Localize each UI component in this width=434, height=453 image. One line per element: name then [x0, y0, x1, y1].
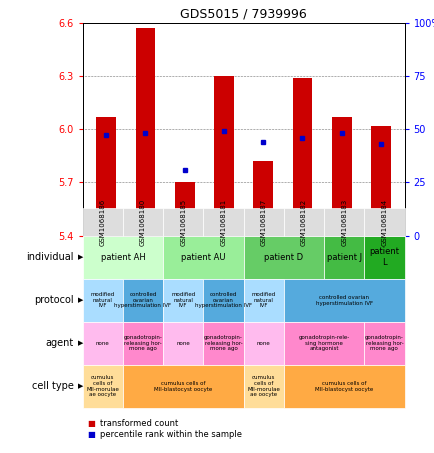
Text: GSM1068183: GSM1068183	[340, 198, 346, 246]
Text: none: none	[256, 341, 270, 346]
Text: transformed count: transformed count	[100, 419, 178, 428]
Bar	[243, 365, 283, 408]
Bar	[203, 208, 243, 236]
Text: modified
natural
IVF: modified natural IVF	[171, 292, 195, 308]
Bar	[163, 322, 203, 365]
Bar	[243, 208, 283, 236]
Text: ▶: ▶	[78, 254, 83, 260]
Bar	[243, 236, 323, 279]
Text: protocol: protocol	[34, 295, 74, 305]
Text: ▶: ▶	[78, 340, 83, 346]
Text: individual: individual	[26, 252, 74, 262]
Bar	[82, 236, 163, 279]
Text: patient D: patient D	[264, 253, 302, 261]
Text: controlled
ovarian
hyperstimulation IVF: controlled ovarian hyperstimulation IVF	[194, 292, 251, 308]
Bar	[96, 117, 116, 236]
Bar	[203, 279, 243, 322]
Bar	[174, 182, 194, 236]
Text: GSM1068187: GSM1068187	[260, 198, 266, 246]
Text: ▶: ▶	[78, 297, 83, 303]
Bar	[82, 322, 123, 365]
Bar	[214, 76, 233, 236]
Text: none: none	[95, 341, 109, 346]
Bar	[253, 161, 273, 236]
Bar	[283, 279, 404, 322]
Text: ■: ■	[87, 419, 95, 428]
Bar	[363, 322, 404, 365]
Text: GSM1068182: GSM1068182	[300, 198, 306, 246]
Bar	[323, 236, 364, 279]
Bar	[82, 208, 123, 236]
Text: modified
natural
IVF: modified natural IVF	[90, 292, 115, 308]
Text: GSM1068180: GSM1068180	[140, 198, 146, 246]
Text: GSM1068185: GSM1068185	[180, 198, 186, 246]
Text: percentile rank within the sample: percentile rank within the sample	[100, 430, 241, 439]
Text: agent: agent	[46, 338, 74, 348]
Bar	[331, 117, 351, 236]
Text: controlled
ovarian
hyperstimulation IVF: controlled ovarian hyperstimulation IVF	[114, 292, 171, 308]
Text: gonadotropin-
releasing hor-
mone ago: gonadotropin- releasing hor- mone ago	[123, 335, 162, 352]
Text: none: none	[176, 341, 190, 346]
Text: cell type: cell type	[32, 381, 74, 391]
Bar	[123, 208, 163, 236]
Bar	[203, 322, 243, 365]
Bar	[123, 322, 163, 365]
Bar	[82, 279, 123, 322]
Bar	[370, 125, 390, 236]
Text: ▶: ▶	[78, 383, 83, 389]
Text: cumulus
cells of
MII-morulae
ae oocyte: cumulus cells of MII-morulae ae oocyte	[86, 375, 119, 397]
Text: patient J: patient J	[326, 253, 361, 261]
Bar	[243, 279, 283, 322]
Text: gonadotropin-
releasing hor-
mone ago: gonadotropin- releasing hor- mone ago	[204, 335, 242, 352]
Text: patient AH: patient AH	[100, 253, 145, 261]
Bar	[243, 322, 283, 365]
Bar	[135, 28, 155, 236]
Bar	[123, 279, 163, 322]
Bar	[292, 77, 312, 236]
Text: GSM1068184: GSM1068184	[381, 198, 387, 246]
Text: GSM1068186: GSM1068186	[99, 198, 105, 246]
Text: gonadotropin-
releasing hor-
mone ago: gonadotropin- releasing hor- mone ago	[364, 335, 403, 352]
Text: cumulus cells of
MII-blastocyst oocyte: cumulus cells of MII-blastocyst oocyte	[154, 381, 212, 391]
Bar	[163, 236, 243, 279]
Bar	[82, 365, 123, 408]
Bar	[363, 208, 404, 236]
Bar	[283, 208, 323, 236]
Text: cumulus
cells of
MII-morulae
ae oocyte: cumulus cells of MII-morulae ae oocyte	[247, 375, 279, 397]
Text: ■: ■	[87, 430, 95, 439]
Text: modified
natural
IVF: modified natural IVF	[251, 292, 275, 308]
Bar	[123, 365, 243, 408]
Title: GDS5015 / 7939996: GDS5015 / 7939996	[180, 7, 306, 20]
Text: patient
L: patient L	[368, 247, 398, 267]
Text: cumulus cells of
MII-blastocyst oocyte: cumulus cells of MII-blastocyst oocyte	[314, 381, 372, 391]
Text: gonadotropin-rele-
sing hormone
antagonist: gonadotropin-rele- sing hormone antagoni…	[298, 335, 349, 352]
Bar	[163, 279, 203, 322]
Bar	[283, 322, 363, 365]
Bar	[363, 236, 404, 279]
Bar	[283, 365, 404, 408]
Bar	[163, 208, 203, 236]
Bar	[323, 208, 364, 236]
Text: patient AU: patient AU	[181, 253, 225, 261]
Text: GSM1068181: GSM1068181	[220, 198, 226, 246]
Text: controlled ovarian
hyperstimulation IVF: controlled ovarian hyperstimulation IVF	[315, 295, 372, 305]
